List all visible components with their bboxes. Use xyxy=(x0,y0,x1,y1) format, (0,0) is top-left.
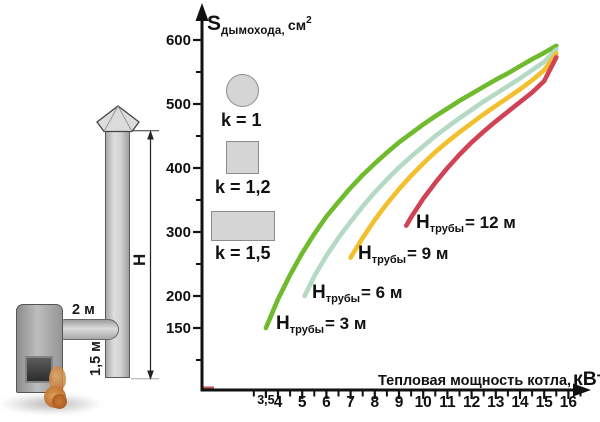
curve-3м xyxy=(263,43,559,331)
curves-group xyxy=(263,43,559,331)
legend-circle-shape xyxy=(226,74,259,107)
curve-label-h9: Нтрубы= 9 м xyxy=(358,243,449,266)
y-title-subscript: дымохода, xyxy=(221,25,285,37)
legend-label-k15: k = 1,5 xyxy=(215,243,271,263)
legend-label-k12: k = 1,2 xyxy=(215,177,271,197)
pipe-length-label: 2 м xyxy=(72,302,95,318)
ticks-group xyxy=(193,38,582,399)
flame-icon xyxy=(42,366,74,412)
y-title-unit-sup: 2 xyxy=(306,15,312,26)
legend-rect-shape xyxy=(211,211,275,241)
curve-label-h3: Нтрубы= 3 м xyxy=(276,313,367,336)
dimension-arrow-down-icon xyxy=(147,370,154,380)
curve-6м xyxy=(302,47,559,299)
curve-9м xyxy=(348,51,559,260)
y-title-unit: см xyxy=(287,17,307,33)
curve-label-h6: Нтрубы= 6 м xyxy=(312,282,403,305)
x-title-text: Тепловая мощность котла, xyxy=(378,373,572,389)
x-title-unit: кВт xyxy=(573,368,600,390)
y-axis-title: Sдымохода, см2 xyxy=(207,12,312,37)
legend-label-k1: k = 1 xyxy=(221,110,262,130)
dimension-arrow-up-icon xyxy=(147,130,154,140)
curve-12м xyxy=(404,55,559,228)
legend-square-shape xyxy=(226,141,259,174)
x-axis-title: Тепловая мощность котла,кВт xyxy=(378,368,600,391)
y-axis-arrow-icon xyxy=(195,3,209,21)
chimney-cap-facets xyxy=(103,105,133,132)
y-title-symbol: S xyxy=(207,12,222,35)
curve-label-h12: Нтрубы= 12 м xyxy=(416,212,516,235)
x-axis-arrow-icon xyxy=(573,383,591,397)
